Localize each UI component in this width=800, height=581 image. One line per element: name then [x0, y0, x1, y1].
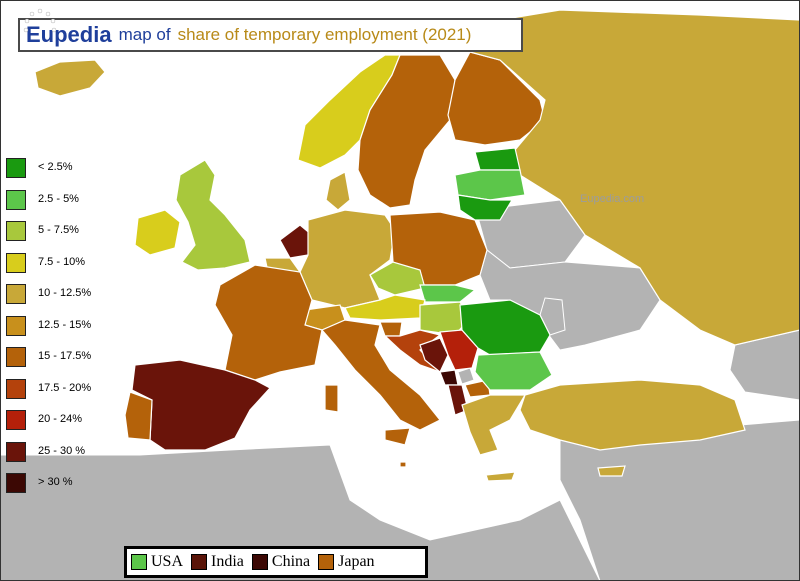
legend-label: 25 - 30 %: [38, 444, 86, 457]
legend-item: 2.5 - 5%: [6, 189, 116, 211]
estonia-region: [474, 147, 521, 171]
map-title: Eupedia map of share of temporary employ…: [18, 18, 523, 52]
comparison-swatch: [131, 554, 147, 570]
legend-label: 7.5 - 10%: [38, 255, 86, 268]
comparison-label: China: [271, 553, 311, 570]
legend-item: 12.5 - 15%: [6, 315, 116, 337]
legend-item: 20 - 24%: [6, 410, 116, 431]
uk-region: [175, 159, 251, 271]
watermark-small: Eupedia.com: [580, 193, 645, 205]
legend-label: 17.5 - 20%: [38, 381, 92, 394]
legend-swatch: [6, 221, 26, 241]
comparison-swatch: [251, 554, 268, 570]
sardinia-region: [324, 384, 339, 413]
legend-swatch: [6, 410, 26, 430]
legend-label: 12.5 - 15%: [38, 318, 92, 331]
legend-label: 5 - 7.5%: [38, 224, 79, 236]
ireland-region: [134, 209, 181, 256]
legend-swatch: [6, 378, 26, 399]
sicily-region: [384, 427, 411, 446]
crete-region: [485, 471, 516, 482]
comparison-legend: USA India China Japan: [124, 546, 428, 578]
countries: [34, 9, 800, 482]
legend-item: 5 - 7.5%: [6, 221, 116, 242]
brand-name: Eupedia: [26, 22, 112, 47]
legend-item: 10 - 12.5%: [6, 284, 116, 305]
legend-item: > 30 %: [6, 473, 116, 494]
lithuania-region: [457, 194, 514, 221]
legend-swatch: [6, 252, 26, 273]
comparison-label: USA: [151, 553, 184, 570]
legend-swatch: [6, 158, 26, 178]
greece-region: [461, 394, 527, 456]
comparison-item: China: [251, 553, 311, 571]
cyprus-region: [597, 465, 626, 477]
germany-region: [299, 209, 396, 309]
legend-swatch: [6, 315, 26, 336]
russia-region: [468, 9, 800, 346]
comparison-label: India: [211, 553, 244, 570]
bulgaria-region: [474, 351, 553, 391]
comparison-swatch: [318, 554, 335, 570]
legend-item: 15 - 17.5%: [6, 347, 116, 368]
middle-east-region: [559, 419, 800, 581]
turkey-region: [519, 379, 746, 451]
moldova-region: [539, 297, 566, 336]
portugal-region: [124, 391, 153, 441]
legend-label: > 30 %: [38, 476, 73, 488]
italy-region: [321, 319, 441, 431]
watermark: © Eupedia.com: [360, 474, 456, 490]
iceland-region: [34, 59, 106, 97]
title-topic: share of temporary employment (2021): [177, 25, 472, 44]
comparison-label: Japan: [338, 553, 375, 570]
kosovo-region: [457, 367, 475, 385]
legend-swatch: [6, 284, 26, 304]
legend-item: 25 - 30 %: [6, 441, 116, 463]
latvia-region: [454, 169, 526, 201]
ukraine-region: [479, 249, 661, 351]
legend-swatch: [6, 441, 26, 462]
legend-item: < 2.5%: [6, 158, 116, 179]
sweden-region: [357, 54, 456, 209]
comparison-item: USA: [131, 553, 183, 571]
legend: < 2.5% 2.5 - 5% 5 - 7.5% 7.5 - 10% 10 - 12.5…: [6, 158, 116, 505]
bosnia-region: [419, 337, 449, 373]
denmark-region: [325, 171, 351, 211]
legend-item: 17.5 - 20%: [6, 378, 116, 400]
legend-swatch: [6, 189, 26, 210]
malta-region: [399, 461, 407, 468]
comparison-swatch: [191, 554, 208, 570]
legend-label: 20 - 24%: [38, 413, 83, 425]
slovakia-region: [419, 284, 477, 303]
france-region: [214, 264, 323, 381]
legend-label: 2.5 - 5%: [38, 192, 79, 205]
legend-swatch: [6, 473, 26, 493]
legend-item: 7.5 - 10%: [6, 252, 116, 274]
legend-label: 15 - 17.5%: [38, 350, 92, 362]
legend-label: < 2.5%: [38, 161, 73, 173]
comparison-item: Japan: [318, 553, 375, 571]
comparison-item: India: [191, 553, 244, 571]
title-map-of: map of: [118, 25, 171, 44]
legend-swatch: [6, 347, 26, 367]
legend-label: 10 - 12.5%: [38, 287, 92, 299]
